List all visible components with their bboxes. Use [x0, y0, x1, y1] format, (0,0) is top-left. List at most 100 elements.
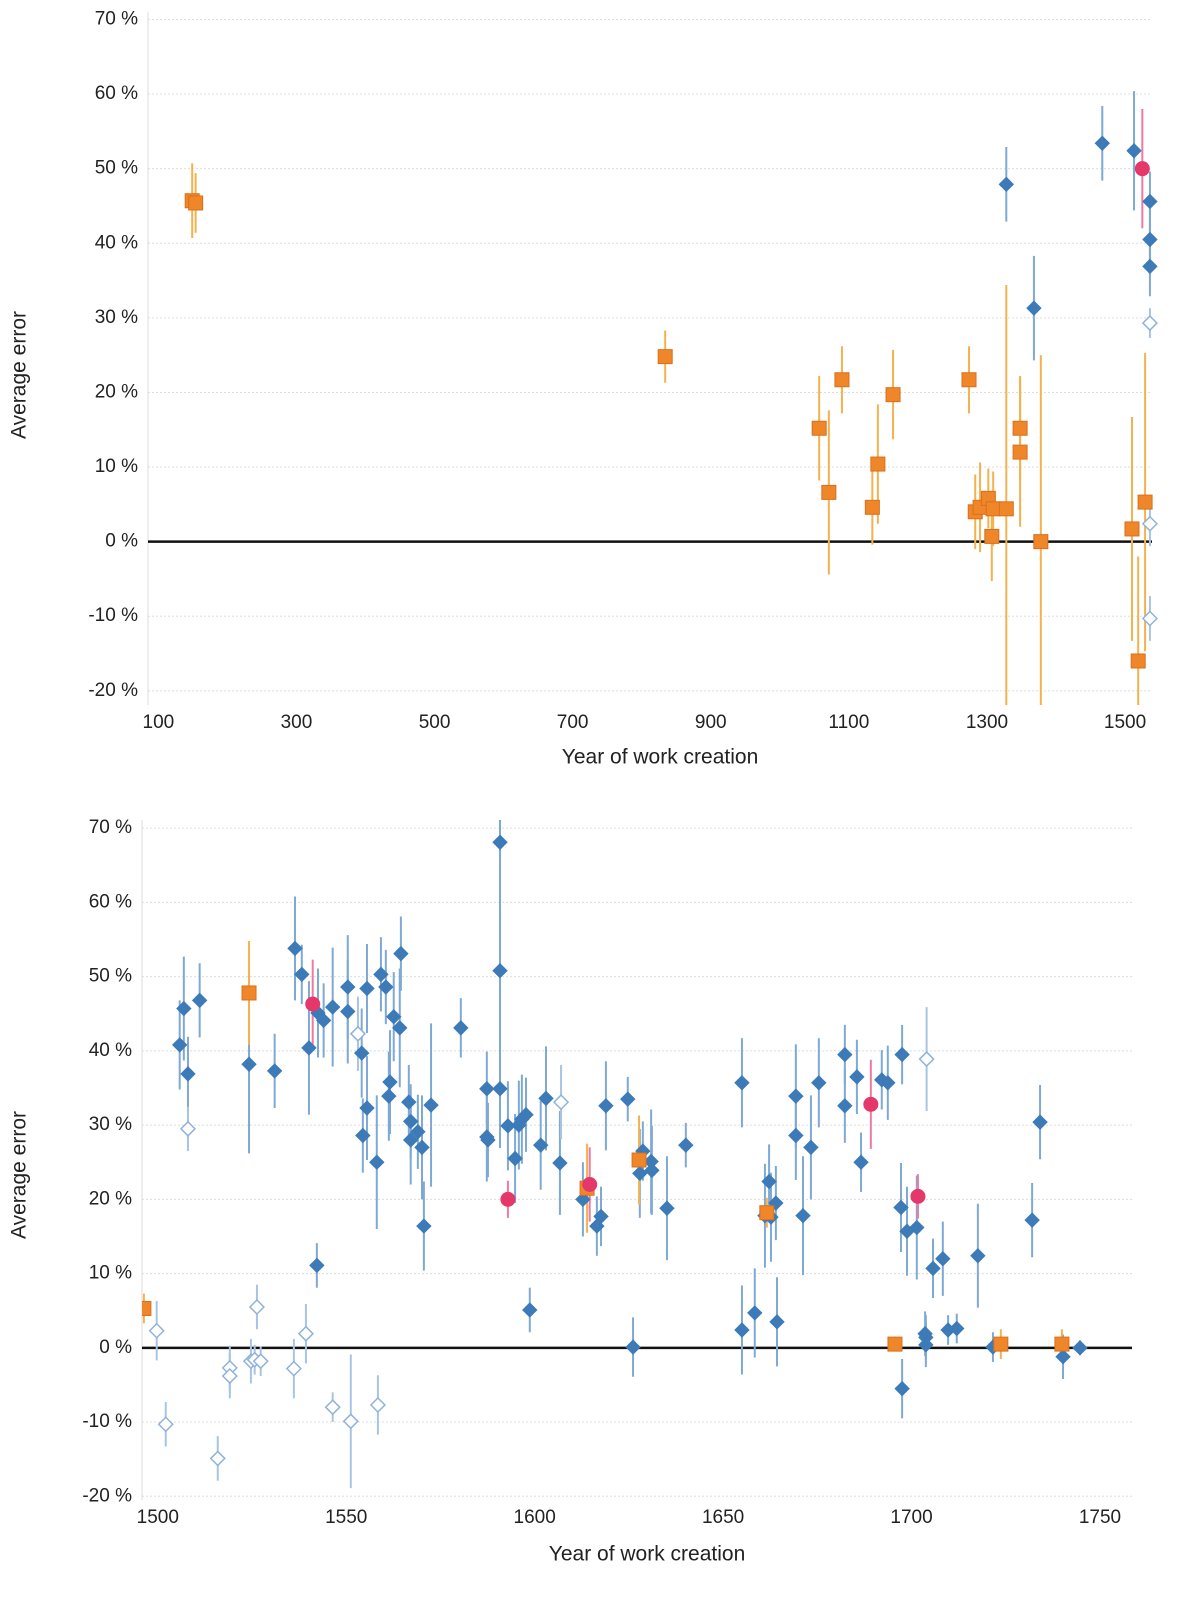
diamond-marker: [340, 1003, 356, 1020]
diamond-marker: [998, 176, 1015, 193]
plot-area: [184, 91, 1158, 705]
y-tick-label: 10 %: [89, 1263, 132, 1284]
diamond-marker: [1142, 193, 1158, 210]
square-marker: [759, 1205, 775, 1221]
diamond-marker: [620, 1091, 636, 1107]
x-tick-label: 1550: [325, 1507, 367, 1528]
square-marker: [631, 1152, 647, 1168]
plot-area: [142, 820, 1088, 1489]
diamond-marker: [252, 1353, 269, 1370]
diamond-marker: [410, 1124, 426, 1140]
diamond-marker: [918, 1337, 934, 1353]
diamond-marker: [552, 1155, 568, 1171]
diamond-marker: [507, 1150, 523, 1167]
diamond-marker: [492, 1081, 508, 1097]
error-bars: [191, 91, 1151, 705]
diamond-marker: [659, 1200, 675, 1216]
diamond-marker: [518, 1107, 534, 1123]
y-tick-label: -10 %: [88, 605, 138, 626]
square-marker: [1012, 420, 1028, 436]
diamond-marker: [734, 1075, 750, 1091]
x-tick-label: 1500: [1104, 712, 1146, 733]
diamond-marker: [492, 962, 508, 979]
circle-marker: [305, 996, 321, 1012]
diamond-marker: [1026, 300, 1042, 316]
diamond-marker: [315, 1012, 332, 1029]
diamond-marker: [401, 1094, 417, 1110]
diamond-marker: [880, 1075, 896, 1091]
diamond-marker: [1072, 1340, 1088, 1356]
square-marker: [985, 501, 1001, 517]
x-tick-label: 1500: [137, 1507, 179, 1528]
diamond-marker: [392, 1020, 408, 1036]
diamond-marker: [632, 1165, 648, 1182]
diamond-marker: [1141, 315, 1158, 332]
diamond-marker: [241, 1056, 257, 1072]
y-tick-label: 60 %: [95, 83, 138, 104]
y-tick-label: 70 %: [95, 8, 138, 29]
diamond-marker: [598, 1098, 614, 1114]
square-marker: [961, 372, 977, 388]
diamond-marker: [1142, 258, 1158, 275]
diamond-marker: [393, 945, 409, 962]
diamond-marker: [1141, 610, 1158, 627]
diamond-marker: [221, 1367, 238, 1385]
x-axis-title: Year of work creation: [549, 1543, 746, 1566]
x-tick-label: 500: [419, 712, 451, 733]
y-tick-label: 70 %: [89, 817, 132, 838]
square-marker: [1033, 534, 1049, 550]
square-marker: [188, 195, 204, 211]
square-marker: [241, 985, 257, 1001]
diamond-marker: [157, 1416, 174, 1433]
diamond-marker: [402, 1132, 419, 1148]
y-tick-label: 10 %: [95, 456, 138, 477]
x-axis-title: Year of work creation: [562, 746, 759, 769]
diamond-marker: [769, 1314, 785, 1330]
square-marker: [657, 349, 673, 365]
y-tick-label: 20 %: [95, 381, 138, 402]
diamond-marker: [575, 1191, 591, 1208]
y-tick-label: -20 %: [88, 680, 138, 701]
diamond-marker: [378, 979, 394, 995]
x-tick-label: 300: [281, 712, 313, 733]
diamond-marker: [414, 1139, 430, 1156]
square-marker: [811, 420, 827, 436]
diamond-marker: [402, 1113, 419, 1130]
diamond-marker: [248, 1298, 266, 1316]
diamond-marker: [381, 1088, 397, 1104]
diamond-marker: [294, 966, 310, 983]
diamond-marker: [533, 1137, 549, 1153]
diamond-marker: [285, 1360, 302, 1377]
diamond-marker: [1055, 1349, 1071, 1365]
diamond-marker: [1142, 231, 1158, 248]
diamond-marker: [811, 1075, 827, 1091]
diamond-marker: [148, 1322, 165, 1339]
error-bars: [142, 820, 1081, 1489]
diamond-marker: [266, 1063, 283, 1079]
y-tick-label: -20 %: [82, 1485, 132, 1506]
diamond-marker: [369, 1154, 385, 1170]
x-tick-label: 1700: [890, 1507, 932, 1528]
diamond-marker: [382, 1074, 398, 1090]
diamond-marker: [179, 1120, 197, 1137]
diamond-marker: [894, 1380, 910, 1397]
diamond-marker: [353, 1045, 370, 1061]
square-marker: [984, 528, 1000, 544]
diamond-marker: [191, 992, 208, 1009]
diamond-marker: [500, 1118, 516, 1134]
diamond-marker: [492, 834, 508, 850]
circle-marker: [500, 1191, 516, 1207]
diamond-marker: [340, 979, 356, 995]
diamond-marker: [416, 1218, 432, 1234]
diamond-marker: [522, 1302, 538, 1318]
y-axis-title: Average error: [8, 1111, 31, 1239]
y-tick-label: 30 %: [95, 307, 138, 328]
diamond-marker: [925, 1260, 941, 1277]
diamond-marker: [324, 999, 341, 1015]
x-tick-label: 1100: [828, 712, 869, 733]
square-marker: [1054, 1336, 1070, 1352]
diamond-marker: [1126, 143, 1142, 159]
diamond-marker: [593, 1208, 609, 1225]
diamond-marker: [324, 1399, 341, 1416]
